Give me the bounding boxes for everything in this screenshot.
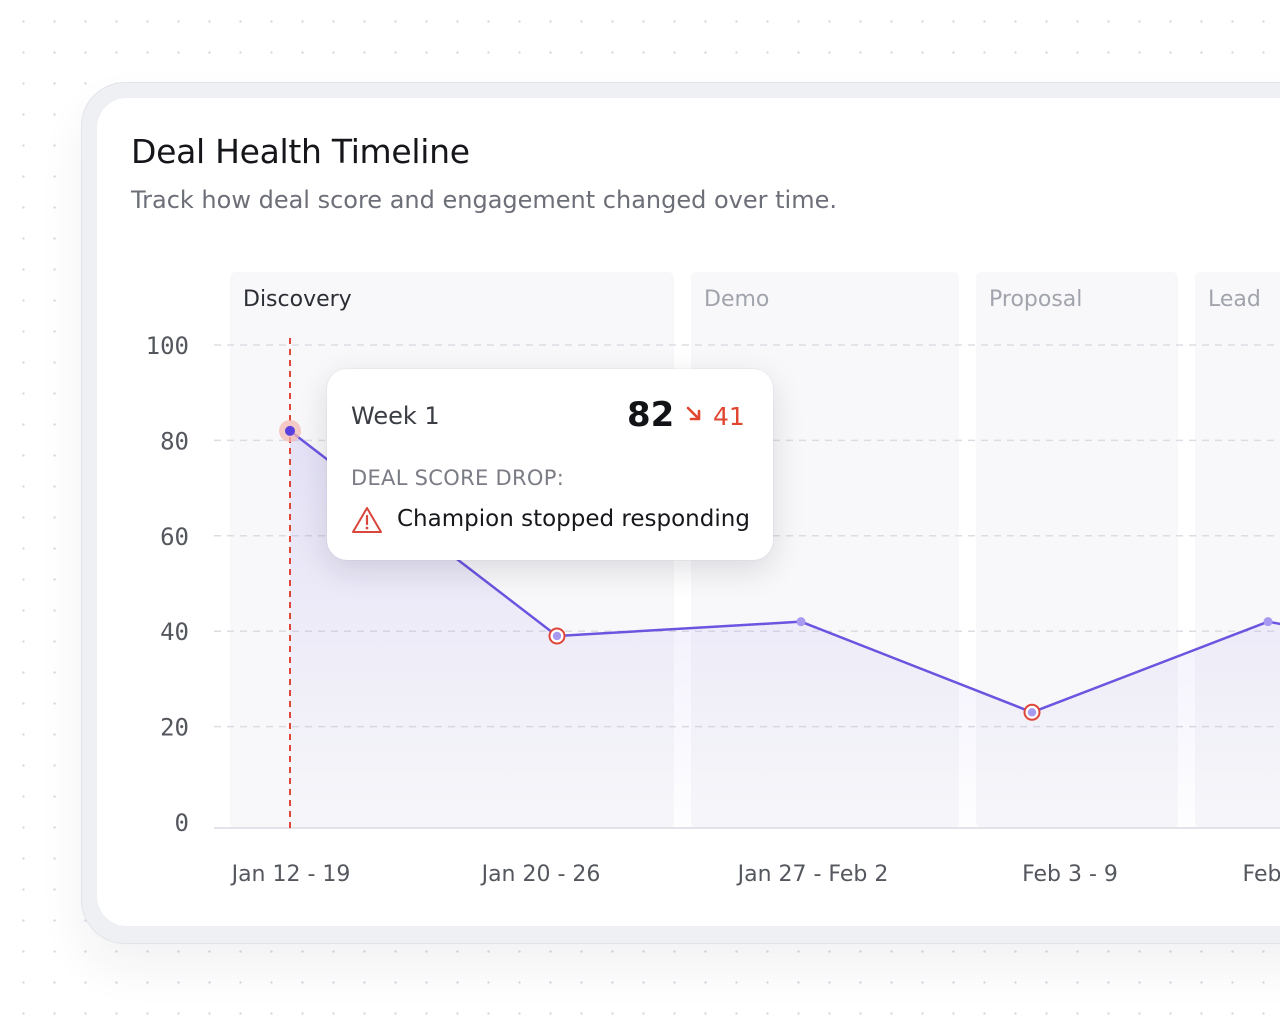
data-point-drop-core: [552, 631, 562, 641]
arrow-down-right-icon: [686, 406, 701, 421]
stage-label-proposal: Proposal: [989, 287, 1082, 312]
y-tick-0: 0: [175, 809, 189, 837]
y-tick-60: 60: [160, 523, 189, 551]
x-tick-label: Jan 27 - Feb 2: [736, 862, 889, 887]
stage-label-demo: Demo: [704, 287, 769, 312]
tooltip-reason: Champion stopped responding: [397, 506, 750, 532]
x-tick-label: Feb 3 - 9: [1022, 862, 1118, 887]
data-point[interactable]: [1263, 617, 1273, 627]
x-tick-label: Jan 20 - 26: [480, 862, 601, 887]
y-tick-80: 80: [160, 427, 189, 455]
data-point[interactable]: [796, 617, 806, 627]
y-tick-40: 40: [160, 618, 189, 646]
y-tick-20: 20: [160, 714, 189, 742]
page-subtitle: Track how deal score and engagement chan…: [131, 186, 837, 214]
tooltip-label: DEAL SCORE DROP:: [351, 466, 565, 490]
data-point-drop-core: [1027, 708, 1037, 717]
x-tick-label: Jan 12 - 19: [230, 862, 351, 887]
week-tooltip: Week 1 82 41 DEAL SCORE DROP: Champion s…: [327, 369, 773, 560]
y-tick-100: 100: [146, 332, 189, 360]
tooltip-score-change: 41: [713, 402, 745, 431]
warning-triangle-icon: [352, 507, 382, 533]
data-point-selected[interactable]: [285, 425, 295, 436]
tooltip-score: 82: [627, 395, 675, 435]
stage-label-lead: Lead: [1208, 287, 1261, 312]
stage-label-discovery: Discovery: [243, 287, 352, 312]
x-tick-label: Feb: [1243, 862, 1280, 887]
tooltip-week: Week 1: [351, 402, 440, 430]
score-area: [290, 430, 1280, 828]
page-title: Deal Health Timeline: [131, 132, 470, 171]
